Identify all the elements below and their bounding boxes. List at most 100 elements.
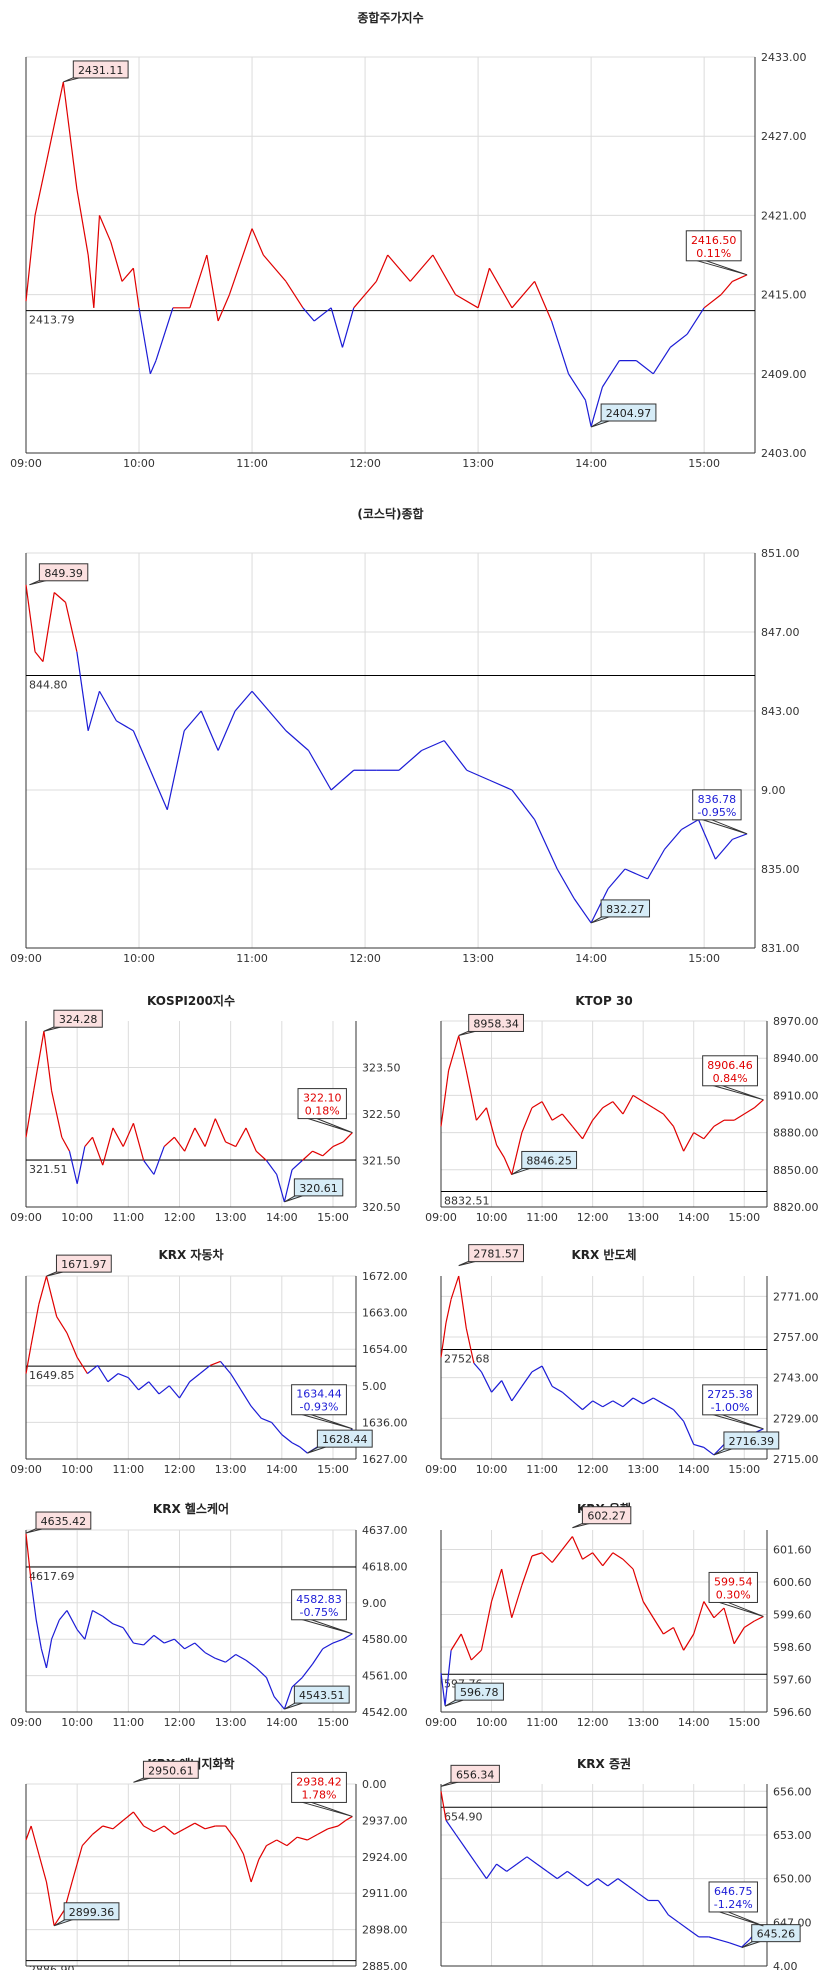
price-line-segment [132, 1123, 145, 1161]
price-line-segment [163, 1136, 175, 1147]
last-marker-value: 8906.46 [707, 1059, 753, 1072]
price-line-segment [194, 1822, 206, 1830]
price-line-segment [116, 720, 134, 732]
low-marker-value: 2404.97 [606, 407, 652, 420]
price-line-segment [683, 1633, 695, 1651]
price-line-segment [58, 1610, 68, 1621]
y-tick-label: 1672.00 [362, 1270, 408, 1283]
x-tick-label: 10:00 [61, 1716, 93, 1729]
x-tick-label: 09:00 [425, 1716, 457, 1729]
last-marker-box [297, 1088, 347, 1120]
price-line-segment [66, 1610, 78, 1630]
price-line-segment [173, 1136, 186, 1152]
chart-panel-1: 종합주가지수 2403.00 2409.00 2415.00 2421.00 2427.0… [10, 10, 806, 470]
price-line-segment [561, 1113, 573, 1127]
price-line-segment [158, 1385, 170, 1395]
high-marker-value: 849.39 [44, 567, 83, 580]
last-marker: 2938.421.78% [291, 1771, 353, 1817]
price-line-segment [330, 769, 355, 791]
price-line-segment [122, 1811, 134, 1821]
price-line-segment [488, 267, 513, 309]
price-line-segment [754, 1615, 764, 1622]
high-marker-box [581, 1506, 632, 1525]
x-tick-label: 12:00 [164, 1716, 196, 1729]
x-tick-label: 15:00 [728, 1211, 760, 1224]
y-tick-label: 8910.00 [773, 1089, 819, 1102]
last-marker-box [291, 1589, 347, 1621]
price-line-segment [409, 254, 434, 282]
price-line-segment [53, 1909, 65, 1927]
x-tick-label: 13:00 [627, 1716, 659, 1729]
chart-title: 종합주가지수 [357, 10, 423, 25]
high-marker: 656.34 [440, 1764, 500, 1787]
price-line-segment [62, 82, 78, 190]
price-line-segment [166, 730, 185, 810]
chart-title: KRX 반도체 [571, 1247, 636, 1262]
price-line-segment [30, 1581, 37, 1621]
price-line-segment [490, 1568, 503, 1602]
price-line-segment [743, 1107, 755, 1115]
price-line-segment [255, 1150, 267, 1161]
y-tick-label: 2433.00 [761, 51, 807, 64]
y-tick-label: 2427.00 [761, 130, 807, 143]
price-line-segment [664, 829, 682, 850]
price-line-segment [496, 1144, 505, 1158]
y-tick-label: 2729.00 [773, 1412, 819, 1425]
price-line-segment [455, 1834, 467, 1850]
price-line-segment [541, 1552, 553, 1563]
price-line-segment [312, 1648, 324, 1665]
price-line-segment [342, 1633, 353, 1640]
low-marker-value: 2716.39 [729, 1435, 775, 1448]
price-line-segment [271, 1422, 283, 1435]
price-line-segment [561, 1391, 573, 1402]
price-line-segment [693, 1132, 705, 1140]
price-line-segment [612, 1400, 624, 1408]
price-line-segment [669, 333, 688, 348]
price-line-segment [286, 1836, 298, 1847]
price-line-segment [33, 1031, 45, 1091]
y-tick-label: 2937.00 [362, 1814, 408, 1827]
low-marker-value: 8846.25 [526, 1154, 572, 1167]
price-line-segment [678, 1921, 690, 1931]
price-line-segment [708, 1936, 720, 1941]
price-line-segment [584, 400, 592, 427]
y-tick-label: 1636.00 [362, 1416, 408, 1429]
last-marker: 646.75-1.24% [708, 1881, 764, 1927]
price-line-segment [204, 1652, 216, 1659]
price-line-segment [353, 281, 377, 309]
y-tick-label: 2771.00 [773, 1290, 819, 1303]
y-tick-label: 843.00 [761, 705, 800, 718]
price-line-segment [265, 1677, 275, 1697]
low-marker-value: 2899.36 [69, 1906, 115, 1919]
chart-panel-5: KRX 자동차 1627.00 1636.00 5.00 1654.00 1663.00 1… [10, 1247, 407, 1476]
last-marker-box [291, 1771, 347, 1803]
y-tick-label: 597.60 [773, 1674, 812, 1687]
price-line-segment [299, 1446, 308, 1454]
price-line-segment [168, 1385, 180, 1399]
y-tick-label: 2885.00 [362, 1960, 408, 1970]
low-marker-box [521, 1150, 578, 1169]
last-marker: 322.100.18% [297, 1088, 353, 1134]
price-line-segment [465, 1328, 475, 1364]
price-line-segment [45, 1881, 55, 1926]
price-line-segment [228, 228, 253, 295]
price-line-segment [534, 819, 558, 870]
price-line-segment [38, 1853, 48, 1883]
price-line-segment [501, 1380, 513, 1402]
price-line-segment [281, 1434, 293, 1444]
low-marker-box [751, 1924, 801, 1943]
price-line-segment [332, 1638, 344, 1644]
x-tick-label: 09:00 [425, 1211, 457, 1224]
price-line-segment [652, 347, 671, 375]
price-line-segment [38, 1275, 48, 1305]
high-marker-box [450, 1764, 500, 1783]
price-line-segment [30, 1825, 40, 1855]
price-line-segment [637, 1892, 649, 1901]
y-tick-label: 851.00 [761, 547, 800, 560]
price-line-segment [64, 602, 78, 652]
y-tick-label: 4580.00 [362, 1633, 408, 1646]
price-line-segment [132, 268, 140, 308]
price-line-segment [612, 1101, 624, 1115]
chart-title: KTOP 30 [575, 994, 632, 1008]
x-tick-label: 11:00 [236, 952, 268, 965]
